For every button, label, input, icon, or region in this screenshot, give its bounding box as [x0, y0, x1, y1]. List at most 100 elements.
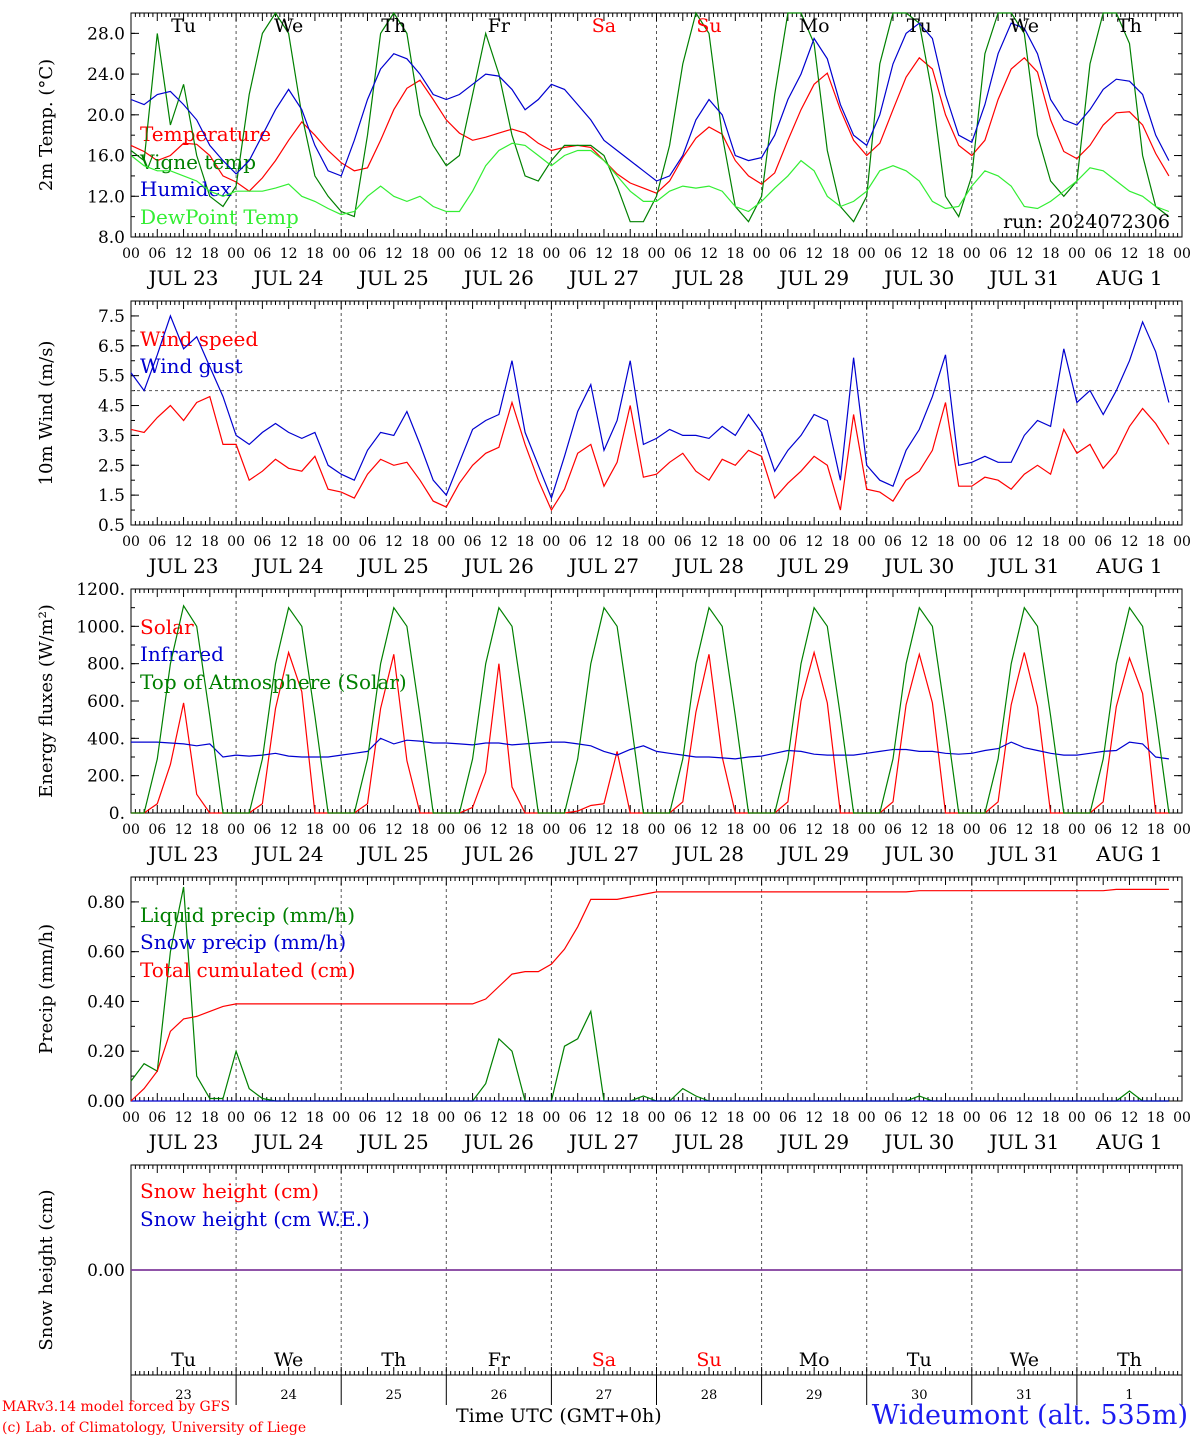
- hour-tick-label: 00: [437, 534, 455, 550]
- hour-tick-label: 18: [937, 822, 955, 838]
- hour-tick-label: 00: [648, 534, 666, 550]
- date-label: JUL 30: [882, 842, 954, 866]
- hour-tick-label: 06: [148, 246, 166, 262]
- hour-tick-label: 18: [726, 534, 744, 550]
- time-axis-label: Time UTC (GMT+0h): [456, 1405, 662, 1427]
- hour-tick-label: 00: [227, 246, 245, 262]
- hour-tick-label: 00: [542, 534, 560, 550]
- weekday-label: Fr: [488, 15, 511, 37]
- y-axis-label: Precip (mm/h): [36, 924, 57, 1054]
- hour-tick-label: 06: [989, 822, 1007, 838]
- lab-credit: (c) Lab. of Climatology, University of L…: [2, 1420, 307, 1436]
- y-tick-label: 0.20: [87, 1042, 125, 1062]
- series-line-total-cumulated-cm-: [130, 888, 1169, 1102]
- hour-tick-label: 18: [726, 246, 744, 262]
- hour-tick-label: 00: [1173, 1110, 1191, 1126]
- weekday-label: Th: [381, 1349, 406, 1371]
- weekday-label: We: [274, 1349, 303, 1371]
- date-label: JUL 31: [987, 842, 1059, 866]
- y-tick-label: 0.60: [87, 943, 125, 963]
- hour-tick-label: 18: [832, 822, 850, 838]
- hour-tick-label: 18: [621, 822, 639, 838]
- date-label: JUL 30: [882, 1130, 954, 1154]
- hour-tick-label: 06: [674, 822, 692, 838]
- hour-tick-label: 00: [648, 1110, 666, 1126]
- hour-tick-label: 06: [569, 1110, 587, 1126]
- hour-tick-label: 18: [411, 534, 429, 550]
- hour-tick-label: 06: [884, 1110, 902, 1126]
- date-label: JUL 26: [462, 1130, 534, 1154]
- hour-tick-label: 06: [359, 822, 377, 838]
- hour-tick-label: 06: [989, 246, 1007, 262]
- hour-tick-label: 00: [1068, 246, 1086, 262]
- hour-tick-label: 12: [280, 822, 298, 838]
- date-label: JUL 30: [882, 266, 954, 290]
- date-label: JUL 25: [357, 1130, 429, 1154]
- hour-tick-label: 00: [858, 822, 876, 838]
- hour-tick-label: 18: [411, 822, 429, 838]
- hour-tick-label: 06: [884, 534, 902, 550]
- legend-entry: Vigne temp: [139, 150, 256, 174]
- hour-tick-label: 12: [700, 534, 718, 550]
- date-label: JUL 26: [462, 266, 534, 290]
- date-label: JUL 25: [357, 842, 429, 866]
- weekday-label: Tu: [907, 15, 932, 37]
- date-label: JUL 31: [987, 266, 1059, 290]
- hour-tick-label: 06: [464, 1110, 482, 1126]
- day-number-label: 29: [806, 1388, 823, 1403]
- hour-tick-label: 06: [148, 534, 166, 550]
- y-tick-label: 0.00: [87, 1261, 125, 1281]
- hour-tick-label: 06: [148, 1110, 166, 1126]
- hour-tick-label: 06: [884, 246, 902, 262]
- y-tick-label: 0.40: [87, 992, 125, 1012]
- weekday-label: Th: [1117, 15, 1142, 37]
- hour-tick-label: 18: [306, 1110, 324, 1126]
- date-label: JUL 30: [882, 554, 954, 578]
- hour-tick-label: 12: [175, 822, 193, 838]
- series-line-temperature: [130, 56, 1170, 194]
- hour-tick-label: 18: [937, 246, 955, 262]
- panel-2: 0.5 1.5 2.5 3.5 4.5 5.5 6.5 7.5 10m Wind (m/s) Wi…: [36, 300, 1191, 578]
- run-annotation: run: 2024072306: [1003, 211, 1170, 233]
- hour-tick-label: 00: [542, 246, 560, 262]
- hour-tick-label: 00: [753, 246, 771, 262]
- hour-tick-label: 06: [569, 822, 587, 838]
- hour-tick-label: 00: [963, 822, 981, 838]
- day-number-label: 27: [596, 1388, 613, 1403]
- date-label: JUL 29: [777, 266, 849, 290]
- day-number-label: 31: [1016, 1388, 1033, 1403]
- hour-tick-label: 06: [464, 534, 482, 550]
- weekday-label: Tu: [171, 1349, 196, 1371]
- hour-tick-label: 12: [1121, 534, 1139, 550]
- hour-tick-label: 00: [648, 246, 666, 262]
- hour-tick-label: 06: [779, 822, 797, 838]
- hour-tick-label: 06: [253, 534, 271, 550]
- y-tick-label: 400.: [87, 729, 125, 749]
- hour-tick-label: 00: [437, 246, 455, 262]
- series-line-wind-gust: [130, 314, 1170, 500]
- hour-tick-label: 12: [805, 246, 823, 262]
- hour-tick-label: 06: [779, 1110, 797, 1126]
- hour-tick-label: 18: [621, 534, 639, 550]
- day-number-label: 25: [385, 1388, 402, 1403]
- date-label: JUL 28: [672, 842, 744, 866]
- hour-tick-label: 00: [963, 534, 981, 550]
- hour-tick-label: 12: [910, 822, 928, 838]
- hour-tick-label: 00: [858, 246, 876, 262]
- hour-tick-label: 18: [411, 1110, 429, 1126]
- y-tick-label: 24.0: [87, 65, 125, 85]
- hour-tick-label: 12: [175, 246, 193, 262]
- hour-tick-label: 12: [385, 822, 403, 838]
- hour-tick-label: 06: [253, 1110, 271, 1126]
- legend-entry: Liquid precip (mm/h): [140, 903, 355, 927]
- hour-tick-label: 06: [359, 246, 377, 262]
- date-label: JUL 27: [567, 266, 639, 290]
- panel-1: 8.0 12.0 16.0 20.0 24.0 28.0 2m Temp. (°C) Temp…: [36, 11, 1191, 290]
- hour-tick-label: 06: [1094, 1110, 1112, 1126]
- hour-tick-label: 00: [542, 822, 560, 838]
- hour-tick-label: 00: [648, 822, 666, 838]
- y-axis-label: Snow height (cm): [36, 1189, 57, 1350]
- hour-tick-label: 12: [1015, 822, 1033, 838]
- hour-tick-label: 18: [516, 246, 534, 262]
- hour-tick-label: 12: [1015, 246, 1033, 262]
